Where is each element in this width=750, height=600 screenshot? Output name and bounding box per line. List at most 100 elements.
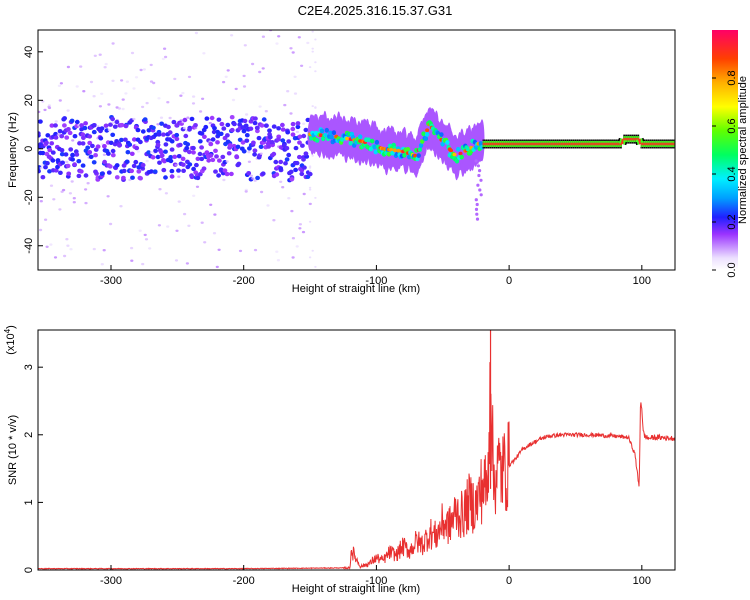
band-cell: [172, 154, 178, 159]
band-cell: [299, 171, 305, 177]
trace-tail-cell: [479, 193, 483, 197]
noise-dot: [47, 105, 51, 109]
snr-y-multiplier-exponent: 4: [3, 328, 12, 333]
noise-dot: [287, 197, 291, 200]
noise-dot: [100, 263, 104, 266]
band-cell: [93, 169, 98, 174]
noise-dot: [275, 42, 279, 45]
noise-dot: [43, 108, 47, 112]
noise-dot: [148, 247, 152, 250]
band-cell: [110, 132, 116, 137]
snr-panel: -300 -200 -100 0 100 0 1 2 3 Height of straight…: [3, 325, 676, 595]
colorbar-tick-label: 0.8: [726, 70, 738, 85]
band-cell: [191, 166, 197, 172]
noise-dot: [314, 70, 317, 73]
noise-dot: [72, 197, 76, 200]
trace-cell: [373, 149, 378, 155]
noise-dot: [185, 262, 189, 265]
spectrogram-y-tick-label: -40: [23, 238, 35, 254]
band-cell: [202, 134, 207, 139]
band-cell: [300, 143, 305, 148]
noise-dot: [49, 243, 53, 246]
trace-tail-cell: [474, 207, 479, 211]
band-cell: [47, 147, 53, 153]
band-cell: [114, 119, 120, 125]
trace-tail-cell: [475, 217, 480, 221]
band-cell: [252, 148, 258, 153]
noise-dot: [314, 38, 317, 41]
colorbar: 0.0 0.2 0.4 0.6 0.8 Normalized spectral ampl…: [712, 30, 749, 278]
noise-dot: [128, 178, 132, 182]
band-cell: [220, 154, 226, 160]
band-cell: [259, 123, 265, 128]
steady-line-core: [638, 141, 642, 145]
band-cell: [157, 160, 162, 165]
band-cell: [123, 123, 129, 129]
snr-frame: [37, 329, 676, 571]
band-cell: [280, 127, 286, 132]
noise-dot: [96, 124, 100, 128]
band-cell: [254, 125, 260, 131]
band-cell: [40, 175, 46, 180]
band-cell: [53, 168, 59, 173]
noise-dot: [107, 128, 111, 132]
noise-dot: [225, 160, 229, 163]
band-cell: [60, 160, 65, 165]
band-cell: [114, 175, 120, 180]
band-cell: [152, 169, 158, 174]
band-cell: [187, 162, 193, 167]
noise-dot: [266, 204, 270, 207]
band-cell: [119, 122, 125, 128]
noise-dot: [258, 105, 262, 108]
band-cell: [297, 140, 302, 145]
noise-dot: [308, 66, 312, 69]
noise-dot: [59, 82, 64, 85]
snr-y-multiplier-suffix: ): [5, 325, 17, 329]
band-cell: [129, 151, 135, 156]
band-cell: [194, 162, 199, 168]
spectrogram-x-tick-label: -300: [100, 275, 122, 287]
band-cell: [206, 158, 212, 163]
band-cell: [110, 116, 115, 122]
noise-dot: [166, 225, 170, 228]
band-cell: [65, 163, 71, 169]
band-cell: [127, 142, 133, 147]
band-cell: [110, 153, 116, 158]
band-cell: [174, 136, 180, 142]
noise-dot: [145, 159, 149, 163]
band-cell: [214, 154, 219, 159]
band-cell: [87, 150, 93, 155]
noise-dot: [66, 109, 70, 112]
band-cell: [229, 115, 235, 120]
band-cell: [301, 133, 307, 139]
band-cell: [197, 139, 203, 144]
trace-hot-cell: [392, 148, 397, 152]
noise-dot: [260, 190, 264, 194]
noise-dot: [314, 106, 317, 109]
band-cell: [91, 129, 97, 135]
snr-y-tick-label: 2: [23, 432, 35, 438]
band-cell: [159, 121, 165, 126]
noise-dot: [217, 248, 221, 251]
noise-dot: [243, 44, 247, 47]
band-cell: [49, 123, 55, 128]
band-cell: [290, 132, 296, 137]
band-cell: [261, 117, 267, 122]
noise-dot: [38, 110, 41, 114]
noise-dot: [183, 212, 187, 216]
band-cell: [38, 119, 43, 124]
noise-dot: [308, 169, 312, 172]
noise-dot: [308, 186, 312, 189]
noise-dot: [98, 53, 102, 56]
noise-dot: [298, 223, 302, 226]
band-cell: [255, 175, 260, 181]
band-cell: [70, 152, 76, 158]
band-cell: [106, 170, 112, 175]
band-cell: [108, 122, 113, 127]
noise-dot: [132, 117, 136, 121]
noise-dot: [121, 107, 125, 111]
band-cell: [72, 134, 78, 139]
band-cell: [146, 128, 152, 133]
